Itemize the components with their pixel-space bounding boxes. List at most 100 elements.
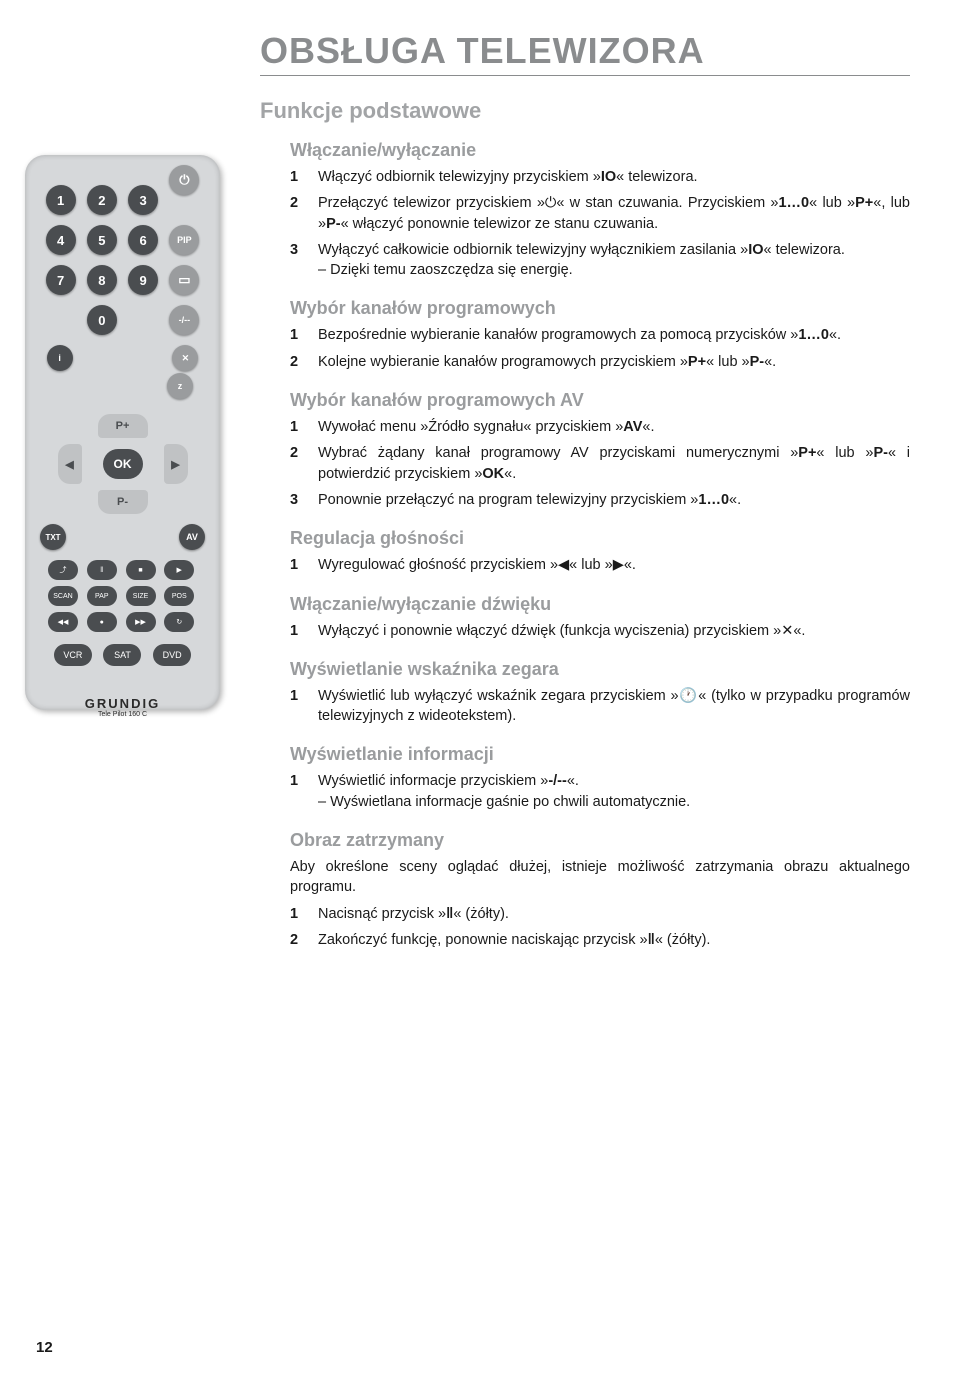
small-btn: SIZE (126, 586, 156, 606)
item-number: 1 (290, 417, 306, 437)
small-btn: ◀◀ (48, 612, 78, 632)
list-item: 2 Wybrać żądany kanał programowy AV przyc… (290, 443, 910, 484)
key-0: 0 (87, 305, 117, 335)
small-btn: ● (87, 612, 117, 632)
key-mute: ✕ (172, 345, 198, 371)
key-7: 7 (46, 265, 76, 295)
item-number: 2 (290, 930, 306, 950)
item-number: 1 (290, 771, 306, 812)
key-format: ▭ (169, 265, 199, 295)
item-number: 1 (290, 167, 306, 187)
section-heading: Włączanie/wyłączanie (290, 140, 910, 161)
key-pip: PIP (169, 225, 199, 255)
item-body: Nacisnąć przycisk »‖« (żółty). (318, 904, 910, 924)
key-5: 5 (87, 225, 117, 255)
item-body: Przełączyć telewizor przyciskiem »⏻« w s… (318, 193, 910, 234)
title-rule (260, 75, 910, 76)
item-body: Wyświetlić lub wyłączyć wskaźnik zegara … (318, 686, 910, 727)
item-body: Wyświetlić informacje przyciskiem »-/--«… (318, 771, 910, 812)
list-item: 1 Wywołać menu »Źródło sygnału« przyciski… (290, 417, 910, 437)
key-av: AV (179, 524, 205, 550)
small-btn: ↻ (164, 612, 194, 632)
section-intro: Aby określone sceny oglądać dłużej, istn… (290, 857, 910, 898)
small-grid: ⤴ ‖ ■ ▶ SCAN PAP SIZE POS ◀◀ ● ▶▶ ↻ (40, 560, 205, 632)
item-body: Wyregulować głośność przyciskiem »◀« lub… (318, 555, 910, 575)
key-txt: TXT (40, 524, 66, 550)
list-item: 1 Nacisnąć przycisk »‖« (żółty). (290, 904, 910, 924)
item-number: 1 (290, 904, 306, 924)
item-number: 1 (290, 686, 306, 727)
item-number: 2 (290, 443, 306, 484)
item-body: Bezpośrednie wybieranie kanałów programo… (318, 325, 910, 345)
small-btn: ⤴ (48, 560, 78, 580)
item-body: Zakończyć funkcję, ponownie naciskając p… (318, 930, 910, 950)
small-btn: SCAN (48, 586, 78, 606)
small-btn: ‖ (87, 560, 117, 580)
list-item: 1 Bezpośrednie wybieranie kanałów program… (290, 325, 910, 345)
key-power: ⏻ (169, 165, 199, 195)
key-vcr: VCR (54, 644, 92, 666)
section-heading: Wyświetlanie wskaźnika zegara (290, 659, 910, 680)
list-item: 1 Wyregulować głośność przyciskiem »◀« lu… (290, 555, 910, 575)
key-dashes: -/-- (169, 305, 199, 335)
list-item: 1 Włączyć odbiornik telewizyjny przyciski… (290, 167, 910, 187)
nav-cluster: P+ P- ◀ ▶ OK (58, 414, 188, 514)
nav-right: ▶ (164, 444, 188, 484)
list-item: 1 Wyświetlić informacje przyciskiem »-/--… (290, 771, 910, 812)
item-body: Kolejne wybieranie kanałów programowych … (318, 352, 910, 372)
key-8: 8 (87, 265, 117, 295)
small-btn: ▶▶ (126, 612, 156, 632)
key-info: i (47, 345, 73, 371)
remote-control: 1 2 3 ⏻ 4 5 6 PIP 7 8 9 ▭ 0 -/-- i ✕ z P… (25, 155, 220, 710)
key-dvd: DVD (153, 644, 191, 666)
nav-down: P- (98, 490, 148, 514)
key-9: 9 (128, 265, 158, 295)
list-item: 1 Wyłączyć i ponownie włączyć dźwięk (fun… (290, 621, 910, 641)
section-heading: Obraz zatrzymany (290, 830, 910, 851)
brand: GRUNDIG (40, 696, 205, 711)
nav-ok: OK (103, 449, 143, 479)
item-number: 1 (290, 621, 306, 641)
list-item: 2 Zakończyć funkcję, ponownie naciskając … (290, 930, 910, 950)
key-3: 3 (128, 185, 158, 215)
page-number: 12 (36, 1339, 53, 1356)
page-title: OBSŁUGA TELEWIZORA (260, 30, 705, 72)
key-1: 1 (46, 185, 76, 215)
list-item: 2 Przełączyć telewizor przyciskiem »⏻« w … (290, 193, 910, 234)
section-heading: Włączanie/wyłączanie dźwięku (290, 594, 910, 615)
content: Włączanie/wyłączanie 1 Włączyć odbiornik t… (290, 140, 910, 956)
list-item: 3 Wyłączyć całkowicie odbiornik telewizyj… (290, 240, 910, 281)
item-body: Wywołać menu »Źródło sygnału« przyciskie… (318, 417, 910, 437)
item-number: 1 (290, 325, 306, 345)
key-sat: SAT (103, 644, 141, 666)
small-btn: ▶ (164, 560, 194, 580)
item-body: Wybrać żądany kanał programowy AV przyci… (318, 443, 910, 484)
item-number: 3 (290, 240, 306, 281)
list-item: 2 Kolejne wybieranie kanałów programowych… (290, 352, 910, 372)
nav-up: P+ (98, 414, 148, 438)
item-number: 1 (290, 555, 306, 575)
section-heading: Wybór kanałów programowych AV (290, 390, 910, 411)
nav-left: ◀ (58, 444, 82, 484)
brand-model: Tele Pilot 160 C (40, 711, 205, 718)
section-heading: Regulacja głośności (290, 528, 910, 549)
key-4: 4 (46, 225, 76, 255)
small-btn: POS (164, 586, 194, 606)
page-subtitle: Funkcje podstawowe (260, 98, 481, 124)
key-z: z (167, 373, 193, 399)
item-number: 2 (290, 352, 306, 372)
item-body: Wyłączyć całkowicie odbiornik telewizyjn… (318, 240, 910, 281)
item-body: Włączyć odbiornik telewizyjny przyciskie… (318, 167, 910, 187)
list-item: 1 Wyświetlić lub wyłączyć wskaźnik zegara… (290, 686, 910, 727)
item-number: 3 (290, 490, 306, 510)
small-btn: PAP (87, 586, 117, 606)
section-heading: Wybór kanałów programowych (290, 298, 910, 319)
item-number: 2 (290, 193, 306, 234)
key-6: 6 (128, 225, 158, 255)
item-body: Wyłączyć i ponownie włączyć dźwięk (funk… (318, 621, 910, 641)
list-item: 3 Ponownie przełączyć na program telewizy… (290, 490, 910, 510)
small-btn: ■ (126, 560, 156, 580)
key-2: 2 (87, 185, 117, 215)
item-body: Ponownie przełączyć na program telewizyj… (318, 490, 910, 510)
section-heading: Wyświetlanie informacji (290, 744, 910, 765)
